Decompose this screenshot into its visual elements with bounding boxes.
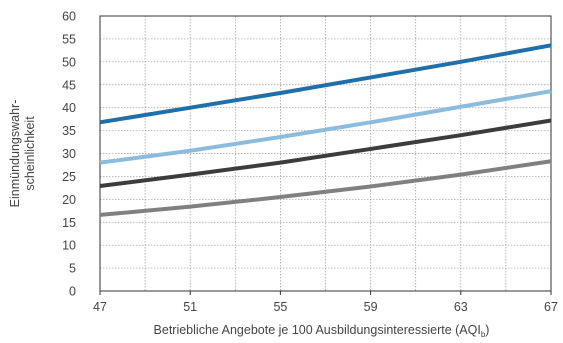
x-axis-label: Betriebliche Angebote je 100 Ausbildungs…: [154, 323, 490, 338]
y-tick-label: 50: [62, 55, 76, 69]
plot-frame: [99, 15, 552, 292]
y-tick-label: 0: [69, 285, 76, 299]
y-axis-label-line-2: scheinlichkeit: [23, 116, 37, 191]
y-tick-label: 55: [62, 32, 76, 46]
y-axis-ticks: 0 5 10 15 20 25 30 35 40 45 50 55 60: [62, 10, 76, 299]
x-tick-label: 51: [183, 300, 197, 314]
y-tick-label: 60: [62, 10, 76, 24]
x-tick-label: 63: [454, 300, 468, 314]
y-axis-label: Einmündungswahr- scheinlichkeit: [8, 100, 37, 208]
x-axis-label-suffix: ): [485, 323, 489, 337]
series-line-3: [99, 118, 552, 189]
y-tick-label: 40: [62, 101, 76, 115]
x-tick-label: 59: [364, 300, 378, 314]
y-tick-label: 45: [62, 78, 76, 92]
series-line-2: [99, 89, 552, 165]
y-tick-label: 10: [62, 239, 76, 253]
y-tick-label: 35: [62, 124, 76, 138]
y-tick-label: 25: [62, 170, 76, 184]
series-line-1: [99, 43, 552, 125]
series-line-4: [99, 159, 552, 217]
y-tick-label: 15: [62, 216, 76, 230]
y-tick-label: 20: [62, 193, 76, 207]
x-axis-label-subscript: b: [481, 330, 486, 338]
x-tick-label: 55: [273, 300, 287, 314]
x-tick-label: 67: [544, 300, 558, 314]
y-tick-label: 5: [69, 262, 76, 276]
y-axis-label-line-1: Einmündungswahr-: [8, 100, 22, 208]
y-tick-label: 30: [62, 147, 76, 161]
x-axis-label-main: Betriebliche Angebote je 100 Ausbildungs…: [154, 323, 481, 337]
series-group: [99, 43, 552, 217]
x-axis-ticks: 47 51 55 59 63 67: [93, 291, 558, 314]
x-tick-label: 47: [93, 300, 107, 314]
